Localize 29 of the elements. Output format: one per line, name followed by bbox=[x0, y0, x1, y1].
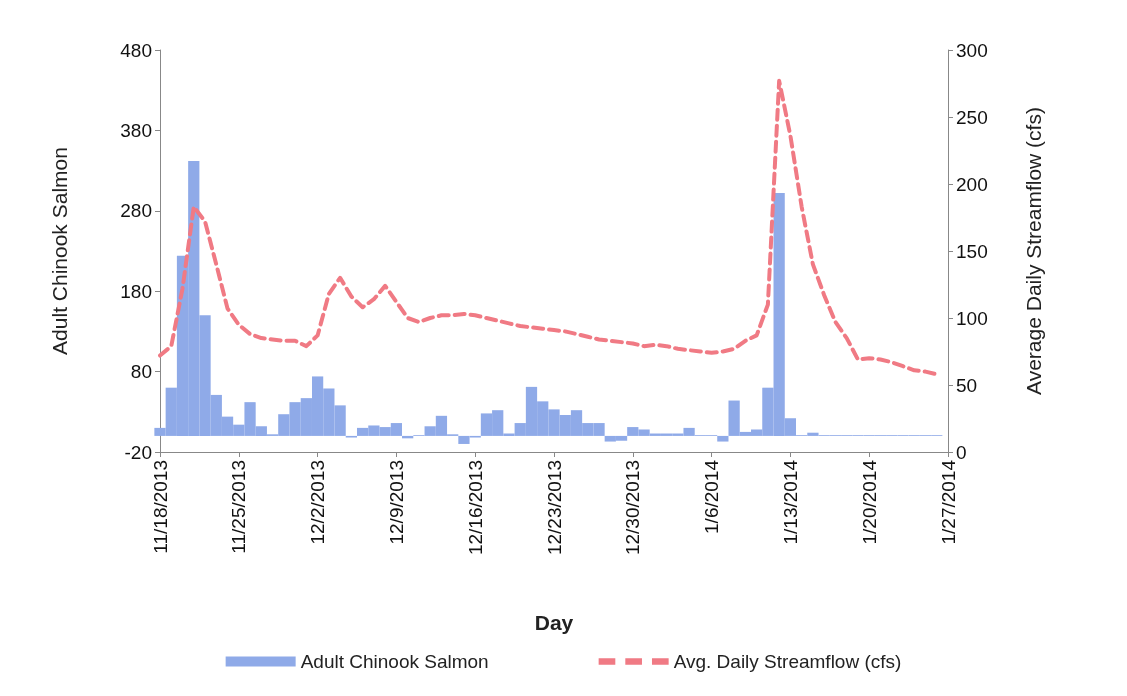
y-tick-label: 380 bbox=[120, 119, 152, 141]
y2-tick-label: 50 bbox=[956, 374, 978, 396]
legend-label: Adult Chinook Salmon bbox=[300, 651, 489, 672]
x-tick-label: 12/23/2013 bbox=[543, 460, 565, 556]
y2-tick-label: 250 bbox=[956, 106, 988, 128]
y2-tick-label: 150 bbox=[956, 240, 988, 262]
y-tick-label: -20 bbox=[124, 441, 152, 463]
y-tick-label: 480 bbox=[120, 39, 152, 61]
y-tick-label: 280 bbox=[120, 200, 152, 222]
y-tick-label: 80 bbox=[130, 361, 152, 383]
x-tick-label: 11/25/2013 bbox=[228, 460, 250, 554]
x-tick-label: 11/18/2013 bbox=[149, 460, 171, 554]
x-tick-label: 1/6/2014 bbox=[701, 459, 723, 534]
x-tick-label: 12/30/2013 bbox=[622, 460, 644, 556]
x-tick-label: 1/13/2014 bbox=[779, 459, 801, 545]
x-axis-title: Day bbox=[534, 611, 574, 634]
x-tick-label: 12/2/2013 bbox=[307, 460, 329, 545]
y-tick-label: 180 bbox=[120, 280, 152, 302]
y2-tick-label: 0 bbox=[956, 441, 967, 463]
y2-tick-label: 300 bbox=[956, 39, 988, 61]
x-tick-label: 12/16/2013 bbox=[464, 460, 486, 556]
y-axis-title: Adult Chinook Salmon bbox=[48, 147, 71, 355]
y2-axis-title: Average Daily Streamflow (cfs) bbox=[1022, 107, 1045, 395]
x-tick-label: 1/27/2014 bbox=[937, 459, 959, 545]
x-tick-label: 12/9/2013 bbox=[385, 460, 407, 545]
x-tick-label: 1/20/2014 bbox=[858, 459, 880, 545]
y2-tick-label: 100 bbox=[956, 307, 988, 329]
y2-tick-label: 200 bbox=[956, 173, 988, 195]
legend-label: Avg. Daily Streamflow (cfs) bbox=[673, 651, 902, 672]
